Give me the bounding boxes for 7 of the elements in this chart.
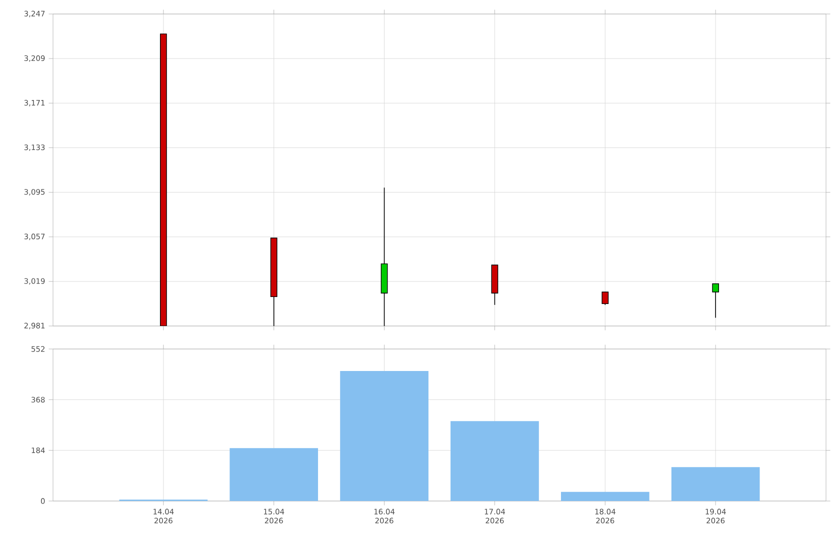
candlestick [602,292,609,306]
bar [560,492,650,501]
candlestick [712,283,720,318]
bar [230,448,318,501]
bar [340,371,428,501]
bar [450,421,539,501]
bar [671,467,760,501]
